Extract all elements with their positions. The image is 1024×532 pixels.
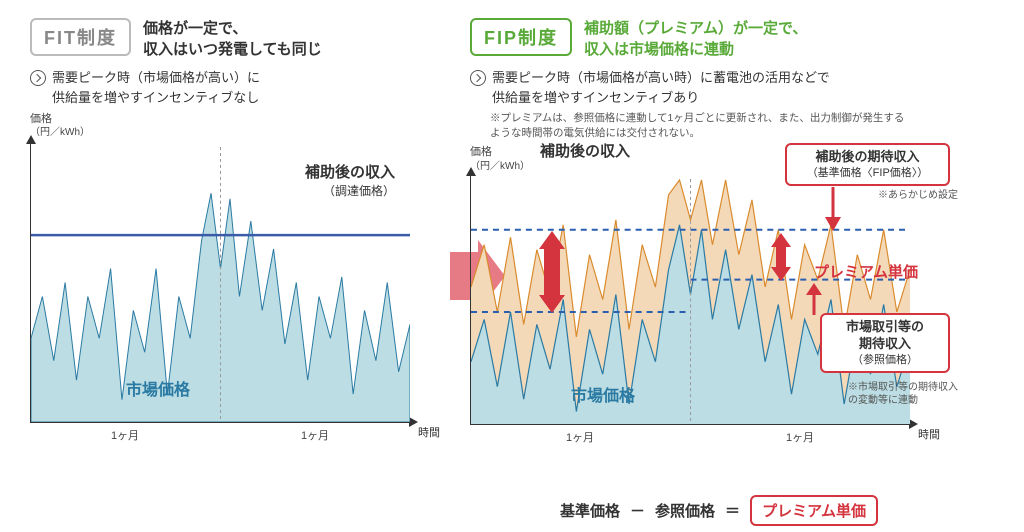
fip-chart: 価格 （円／kWh） 補助後の収入 市場価格 プレミアム単価 補助後の期待収入 … bbox=[470, 146, 980, 444]
fit-panel: FIT制度 価格が一定で、 収入はいつ発電しても同じ 需要ピーク時（市場価格が高… bbox=[0, 0, 460, 532]
callout2-note: ※市場取引等の期待収入 の変動等に連動 bbox=[848, 381, 958, 407]
fit-chart-box: 補助後の収入 （調達価格） 市場価格 時間 bbox=[30, 143, 410, 423]
x-axis-arrow-icon bbox=[909, 419, 918, 429]
fip-panel: FIP制度 補助額（プレミアム）が一定で、 収入は市場価格に連動 需要ピーク時（… bbox=[460, 0, 990, 532]
fit-badge: FIT制度 bbox=[30, 18, 131, 56]
callout-arrow-icon bbox=[821, 187, 845, 231]
callout-arrow-icon bbox=[803, 283, 825, 315]
fip-note: ※プレミアムは、参照価格に連動して1ヶ月ごとに更新され、また、出力制御が発生する… bbox=[490, 111, 980, 140]
fip-subtext: 需要ピーク時（市場価格が高い時）に蓄電池の活用などで 供給量を増やすインセンティ… bbox=[492, 68, 830, 107]
premium-gap-arrow-icon bbox=[539, 231, 565, 313]
fit-headline: 価格が一定で、 収入はいつ発電しても同じ bbox=[143, 18, 322, 60]
formula-premium-box: プレミアム単価 bbox=[750, 495, 878, 526]
callout1-note: ※あらかじめ設定 bbox=[878, 189, 958, 202]
x-axis-label: 時間 bbox=[418, 424, 440, 440]
arrow-bullet-icon bbox=[470, 70, 486, 86]
arrow-bullet-icon bbox=[30, 70, 46, 86]
premium-unit-label: プレミアム単価 bbox=[814, 261, 918, 282]
fit-subtext: 需要ピーク時（市場価格が高い）に 供給量を増やすインセンティブなし bbox=[52, 68, 260, 107]
x-axis-arrow-icon bbox=[409, 417, 418, 427]
formula-base-price: 基準価格 bbox=[560, 500, 620, 521]
fip-revenue-label: 補助後の収入 bbox=[540, 140, 630, 161]
premium-formula: 基準価格 － 参照価格 ＝ プレミアム単価 bbox=[560, 495, 878, 526]
fip-badge: FIP制度 bbox=[470, 18, 572, 56]
fit-market-label: 市場価格 bbox=[126, 376, 190, 400]
fip-x-ticks: 1ヶ月 1ヶ月 bbox=[470, 429, 910, 445]
premium-gap-arrow-small-icon bbox=[771, 233, 791, 281]
fip-market-label: 市場価格 bbox=[571, 382, 635, 406]
fip-headline: 補助額（プレミアム）が一定で、 収入は市場価格に連動 bbox=[584, 18, 807, 60]
fit-revenue-label: 補助後の収入 （調達価格） bbox=[305, 161, 395, 199]
fit-x-ticks: 1ヶ月 1ヶ月 bbox=[30, 427, 410, 443]
fip-chart-box: 市場価格 プレミアム単価 補助後の期待収入 （基準価格〈FIP価格〉） ※あらか… bbox=[470, 175, 910, 425]
fit-chart: 価格 （円／kWh） 補助後の収入 （調達価格） 市場価格 時間 1ヶ月 1ヶ月 bbox=[30, 113, 450, 443]
fip-subtext-row: 需要ピーク時（市場価格が高い時）に蓄電池の活用などで 供給量を増やすインセンティ… bbox=[470, 68, 980, 107]
y-axis-label: 価格 （円／kWh） bbox=[470, 146, 530, 172]
expected-revenue-callout: 補助後の期待収入 （基準価格〈FIP価格〉） bbox=[785, 143, 950, 186]
formula-reference-price: 参照価格 bbox=[655, 500, 715, 521]
y-axis-label: 価格 （円／kWh） bbox=[30, 113, 450, 139]
x-axis-label: 時間 bbox=[918, 426, 940, 442]
fit-subtext-row: 需要ピーク時（市場価格が高い）に 供給量を増やすインセンティブなし bbox=[30, 68, 450, 107]
reference-price-callout: 市場取引等の 期待収入 （参照価格） bbox=[820, 313, 950, 373]
